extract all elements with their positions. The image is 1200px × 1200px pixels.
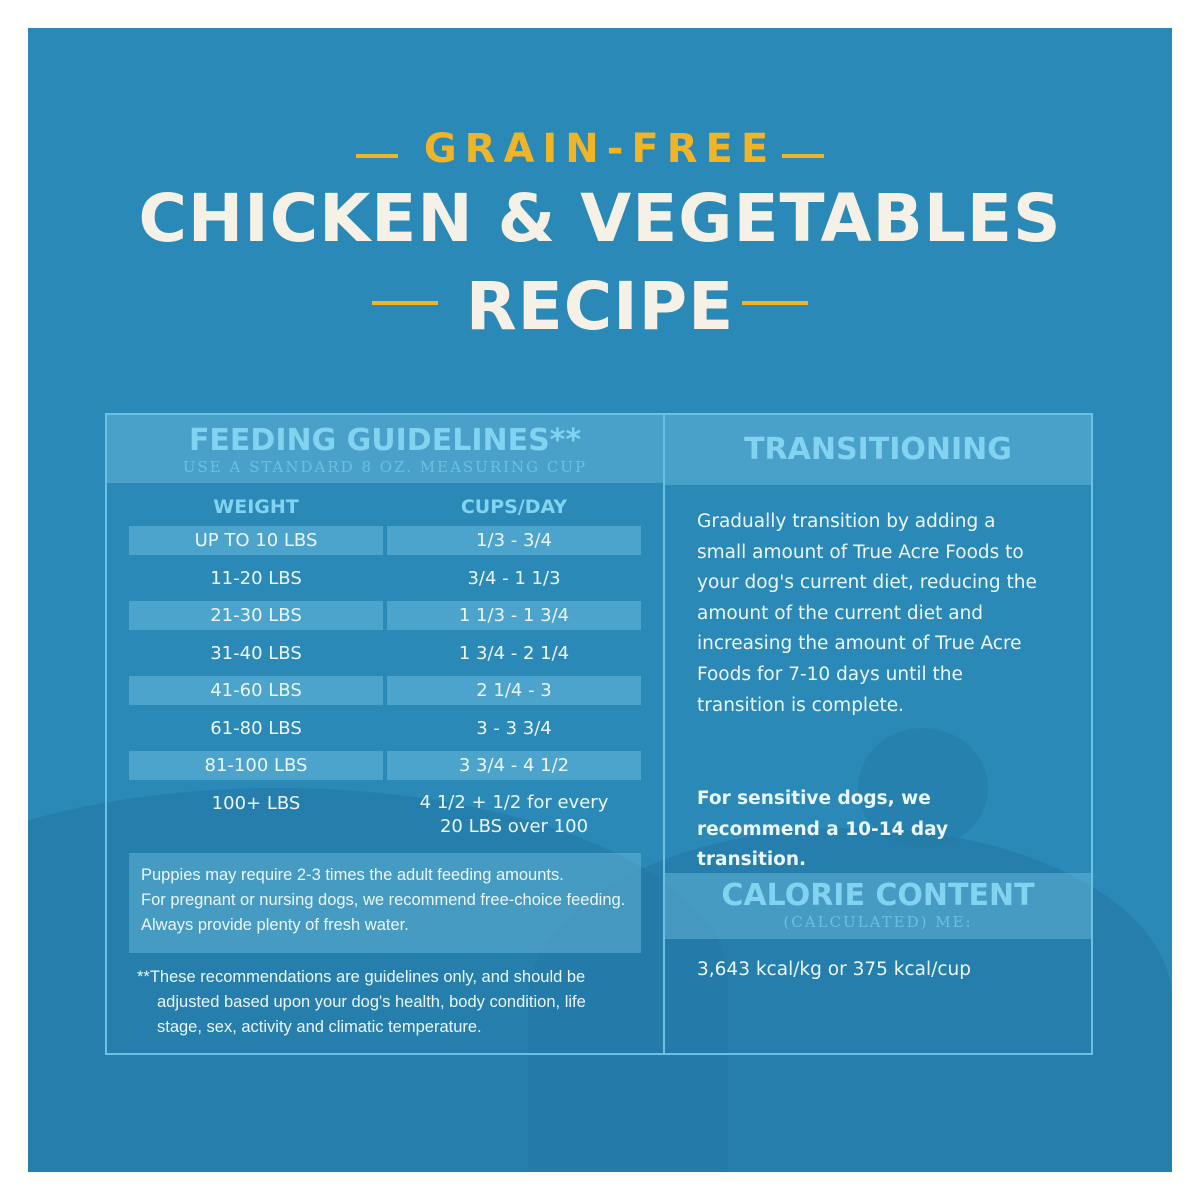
weight-cell: 81-100 LBS bbox=[129, 751, 383, 780]
product-panel: GRAIN-FREE CHICKEN & VEGETABLES RECIPE F… bbox=[28, 28, 1172, 1172]
column-divider bbox=[663, 415, 665, 1053]
weight-cell: 11-20 LBS bbox=[210, 567, 302, 589]
note-line: Always provide plenty of fresh water. bbox=[141, 916, 409, 934]
cups-cell: 1/3 - 3/4 bbox=[387, 526, 641, 555]
transitioning-emphasis: For sensitive dogs, we recommend a 10-14… bbox=[697, 788, 949, 871]
accent-line bbox=[742, 301, 808, 305]
transitioning-body: Gradually transition by adding a small a… bbox=[697, 511, 1037, 716]
farm-illustration bbox=[528, 828, 1172, 1172]
table-row: 31-40 LBS 1 3/4 - 2 1/4 bbox=[129, 639, 641, 668]
feeding-subtitle: USE A STANDARD 8 OZ. MEASURING CUP bbox=[182, 458, 588, 476]
title-line-1: CHICKEN & VEGETABLES bbox=[138, 180, 1062, 257]
cups-cell: 3 3/4 - 4 1/2 bbox=[387, 751, 641, 780]
cups-cell: 2 1/4 - 3 bbox=[387, 676, 641, 705]
title-line-2: RECIPE bbox=[465, 268, 735, 345]
calorie-header: CALORIE CONTENT (CALCULATED) ME: bbox=[665, 873, 1091, 939]
table-row: 21-30 LBS 1 1/3 - 1 3/4 bbox=[129, 601, 641, 630]
weight-header: WEIGHT bbox=[213, 496, 299, 518]
calorie-title: CALORIE CONTENT bbox=[721, 878, 1035, 913]
accent-line bbox=[372, 301, 438, 305]
weight-cell: 100+ LBS bbox=[211, 792, 301, 814]
calorie-value: 3,643 kcal/kg or 375 kcal/cup bbox=[697, 959, 972, 980]
info-table: FEEDING GUIDELINES** USE A STANDARD 8 OZ… bbox=[105, 413, 1093, 1055]
column-headers: WEIGHT CUPS/DAY bbox=[129, 493, 641, 522]
transitioning-title: TRANSITIONING bbox=[744, 432, 1012, 467]
cups-cell: 3 - 3 3/4 bbox=[476, 717, 552, 739]
table-row: 11-20 LBS 3/4 - 1 1/3 bbox=[129, 564, 641, 593]
cups-header: CUPS/DAY bbox=[460, 496, 568, 518]
tree-illustration bbox=[858, 728, 988, 848]
weight-cell: 31-40 LBS bbox=[210, 642, 302, 664]
table-row: 61-80 LBS 3 - 3 3/4 bbox=[129, 714, 641, 743]
table-row: UP TO 10 LBS 1/3 - 3/4 bbox=[129, 526, 641, 555]
weight-cell: 61-80 LBS bbox=[210, 717, 302, 739]
feeding-title: FEEDING GUIDELINES** bbox=[188, 423, 582, 458]
table-row: 81-100 LBS 3 3/4 - 4 1/2 bbox=[129, 751, 641, 780]
cups-cell: 4 1/2 + 1/2 for every 20 LBS over 100 bbox=[419, 791, 609, 837]
note-line: For pregnant or nursing dogs, we recomme… bbox=[141, 891, 626, 909]
eyebrow-text: GRAIN-FREE bbox=[423, 126, 777, 172]
weight-cell: 41-60 LBS bbox=[129, 676, 383, 705]
calorie-subtitle: (CALCULATED) ME: bbox=[783, 913, 973, 931]
accent-line bbox=[782, 154, 824, 158]
cups-cell: 1 3/4 - 2 1/4 bbox=[458, 642, 570, 664]
cups-cell: 3/4 - 1 1/3 bbox=[467, 567, 561, 589]
footnote: **These recommendations are guidelines o… bbox=[137, 968, 586, 1036]
feeding-header: FEEDING GUIDELINES** USE A STANDARD 8 OZ… bbox=[107, 415, 663, 483]
table-row: 41-60 LBS 2 1/4 - 3 bbox=[129, 676, 641, 705]
note-line: Puppies may require 2-3 times the adult … bbox=[141, 866, 564, 884]
weight-cell: 21-30 LBS bbox=[129, 601, 383, 630]
weight-cell: UP TO 10 LBS bbox=[129, 526, 383, 555]
cups-cell: 1 1/3 - 1 3/4 bbox=[387, 601, 641, 630]
notes-box: Puppies may require 2-3 times the adult … bbox=[129, 853, 641, 953]
transitioning-header: TRANSITIONING bbox=[665, 415, 1091, 485]
accent-line bbox=[356, 154, 398, 158]
table-row: 100+ LBS 4 1/2 + 1/2 for every 20 LBS ove… bbox=[129, 789, 641, 837]
